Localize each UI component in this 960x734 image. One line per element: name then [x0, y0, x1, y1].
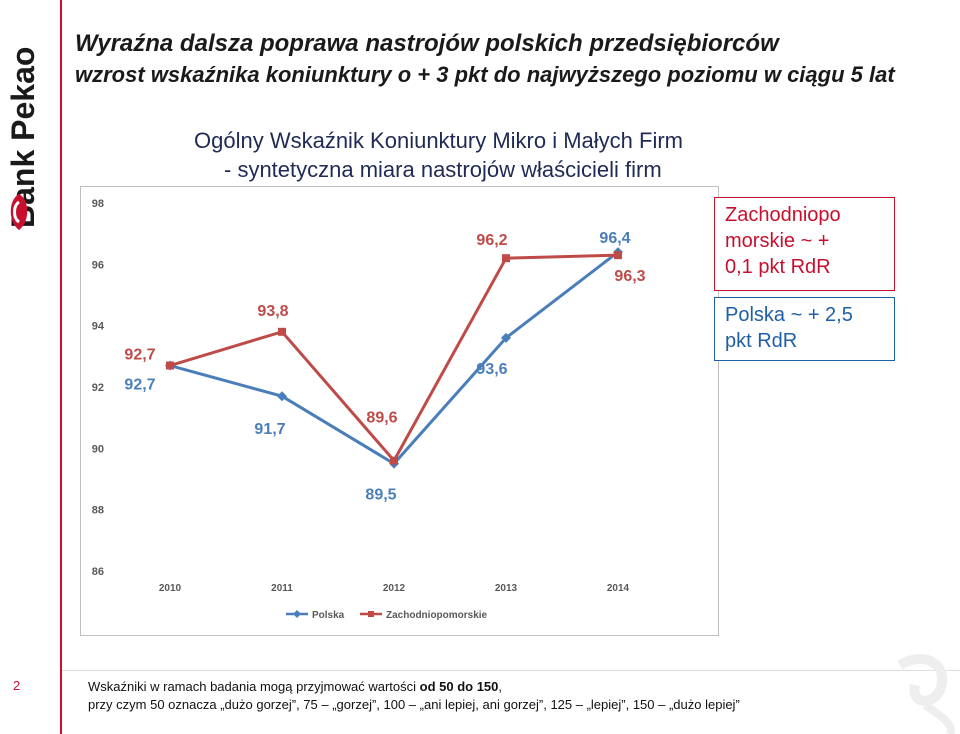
y-tick-label: 86 — [92, 566, 104, 578]
y-tick-label: 88 — [92, 505, 104, 517]
chart-frame: 86 88 90 92 94 96 98 2010 2011 2012 2013 2014 92,7 91… — [80, 186, 719, 636]
series-line — [169, 253, 619, 464]
y-tick-label: 96 — [92, 259, 104, 271]
footer-note-range: od 50 do 150 — [419, 679, 499, 694]
footer-note-line1: Wskaźniki w ramach badania mogą przyjmow… — [88, 679, 502, 694]
data-label: 89,6 — [366, 410, 397, 427]
chart-subtitle: - syntetyczna miara nastrojów właściciel… — [224, 157, 662, 182]
data-label: 96,3 — [614, 268, 645, 285]
footer-note-suffix: , — [498, 679, 503, 694]
y-tick-label: 94 — [92, 321, 105, 333]
data-point — [278, 327, 286, 336]
sidebar-divider — [60, 0, 62, 734]
footer-note-prefix: Wskaźniki w ramach badania mogą przyjmow… — [88, 679, 417, 694]
series-line — [169, 250, 619, 466]
data-label: 92,7 — [124, 347, 155, 364]
page-subtitle: wzrost wskaźnika koniunktury o + 3 pkt d… — [75, 62, 895, 87]
callout-zachodniopomorskie-line3: 0,1 pkt RdR — [725, 256, 831, 278]
data-label: 91,7 — [254, 421, 285, 438]
data-label: 89,5 — [365, 487, 396, 504]
data-point — [502, 254, 510, 263]
data-point — [390, 456, 398, 465]
callout-polska-line2: pkt RdR — [725, 330, 798, 352]
legend-marker — [368, 611, 374, 617]
page-number: 2 — [13, 678, 21, 693]
footer-note-line2: przy czym 50 oznacza „dużo gorzej”, 75 –… — [88, 697, 740, 712]
x-tick-label: 2010 — [159, 583, 182, 594]
data-label: 92,7 — [124, 377, 155, 394]
x-tick-label: 2011 — [271, 583, 293, 594]
callout-zachodniopomorskie-line2: morskie ~ + — [725, 230, 830, 252]
data-point — [614, 251, 622, 260]
data-point — [166, 361, 174, 370]
y-tick-label: 90 — [92, 443, 104, 455]
callout-zachodniopomorskie-line1: Zachodniopo — [725, 204, 841, 226]
chart-title: Ogólny Wskaźnik Koniunktury Mikro i Mały… — [194, 128, 684, 153]
x-tick-label: 2012 — [383, 583, 406, 594]
x-tick-label: 2013 — [495, 583, 518, 594]
y-tick-label: 98 — [92, 198, 104, 210]
legend-label: Polska — [312, 610, 345, 621]
data-label: 93,6 — [476, 361, 507, 378]
data-label: 96,4 — [599, 230, 630, 247]
bank-pekao-emblem-icon — [10, 194, 28, 230]
callout-polska: Polska ~ + 2,5 pkt RdR — [714, 297, 895, 361]
decorative-swirl-icon — [897, 654, 955, 734]
data-label: 96,2 — [476, 232, 507, 249]
page-title: Wyraźna dalsza poprawa nastrojów polskic… — [75, 30, 779, 57]
footer-divider — [62, 670, 960, 671]
callout-zachodniopomorskie: Zachodniopo morskie ~ + 0,1 pkt RdR — [714, 197, 895, 291]
y-tick-label: 92 — [92, 382, 104, 394]
line-chart: 86 88 90 92 94 96 98 2010 2011 2012 2013 2014 92,7 91… — [92, 198, 646, 621]
data-label: 93,8 — [257, 303, 288, 320]
legend-marker — [293, 610, 301, 618]
x-tick-label: 2014 — [607, 583, 630, 594]
callout-polska-line1: Polska ~ + 2,5 — [725, 304, 853, 326]
legend-label: Zachodniopomorskie — [386, 610, 488, 621]
data-point — [277, 391, 287, 402]
data-point — [501, 332, 511, 343]
